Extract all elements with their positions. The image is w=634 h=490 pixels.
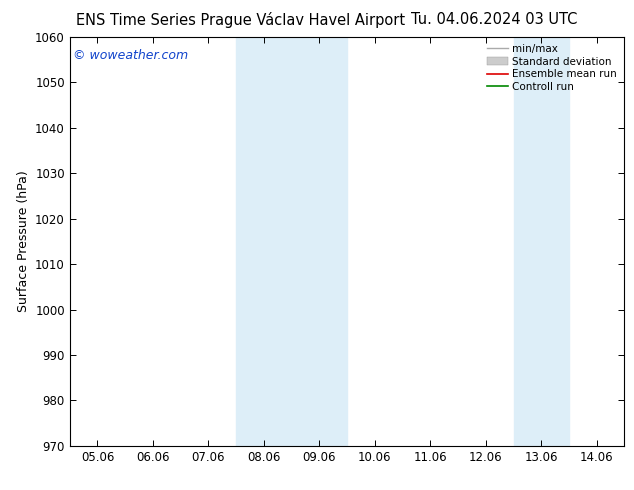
Legend: min/max, Standard deviation, Ensemble mean run, Controll run: min/max, Standard deviation, Ensemble me…	[486, 42, 619, 94]
Bar	[514, 37, 569, 446]
Y-axis label: Surface Pressure (hPa): Surface Pressure (hPa)	[16, 171, 30, 312]
Bar	[236, 37, 347, 446]
Text: Tu. 04.06.2024 03 UTC: Tu. 04.06.2024 03 UTC	[411, 12, 578, 27]
Text: © woweather.com: © woweather.com	[72, 49, 188, 62]
Text: ENS Time Series Prague Václav Havel Airport: ENS Time Series Prague Václav Havel Airp…	[76, 12, 406, 28]
